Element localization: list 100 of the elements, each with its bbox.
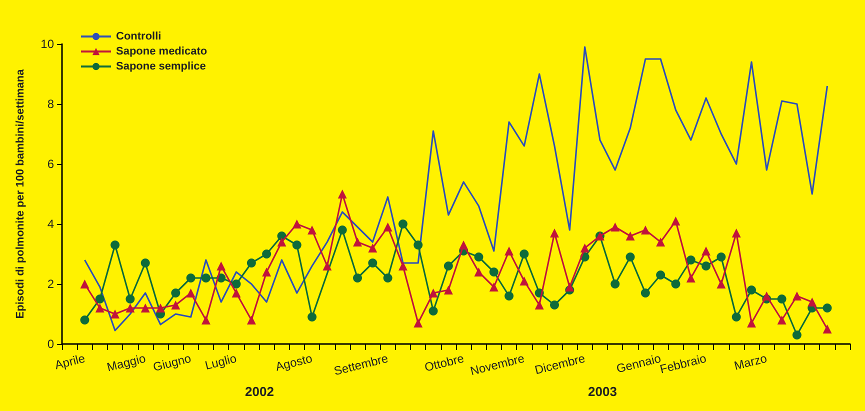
point [414, 318, 423, 328]
point [792, 330, 802, 340]
point [428, 306, 438, 316]
point [716, 280, 726, 288]
point [277, 238, 286, 246]
point [504, 292, 514, 300]
point [353, 238, 362, 246]
point [80, 316, 90, 324]
y-tick-label: 10 [40, 37, 54, 51]
point [686, 274, 696, 282]
point [702, 262, 711, 270]
point [459, 240, 468, 250]
point [80, 280, 90, 288]
point [216, 262, 226, 270]
point [126, 304, 135, 312]
point [520, 276, 529, 286]
point [671, 216, 680, 226]
point [110, 240, 120, 250]
point [808, 298, 817, 306]
point [762, 292, 772, 300]
point [262, 268, 272, 276]
point [186, 288, 196, 298]
point [504, 246, 514, 256]
point [308, 226, 317, 234]
point [292, 240, 302, 250]
point [398, 262, 408, 270]
point [610, 222, 620, 232]
point [686, 256, 696, 264]
point [822, 304, 832, 312]
point [444, 286, 453, 294]
point [580, 244, 590, 252]
point [732, 228, 741, 238]
line-series [84, 46, 828, 332]
point [565, 282, 574, 292]
point [474, 252, 484, 262]
point [489, 268, 498, 276]
text: 2003 [588, 384, 617, 399]
point [534, 300, 544, 310]
point [444, 262, 453, 270]
point [232, 280, 241, 288]
point [110, 310, 120, 318]
x-tick-label: Novembre [468, 351, 526, 378]
point [368, 258, 378, 268]
x-tick-label: Aprile [53, 351, 87, 372]
y-tick-label: 4 [47, 217, 54, 231]
x-tick-label: Luglio [204, 351, 238, 373]
point [702, 246, 711, 256]
x-tick-label: Agosto [274, 351, 314, 374]
point [201, 316, 210, 324]
point [520, 250, 529, 258]
point [156, 304, 165, 312]
y-tick-label: 6 [47, 157, 54, 171]
point [292, 220, 302, 228]
point [747, 286, 756, 294]
point [716, 252, 726, 262]
point [171, 288, 180, 298]
point [201, 274, 210, 282]
point [383, 222, 392, 232]
point [428, 288, 438, 298]
point [308, 312, 317, 322]
point [777, 294, 786, 304]
point [626, 232, 635, 240]
point [489, 282, 498, 292]
x-tick-label: Ottobre [423, 351, 466, 374]
point [626, 252, 635, 262]
point [140, 304, 150, 312]
x-tick-label: Maggio [106, 351, 148, 374]
point [640, 226, 650, 234]
point [610, 280, 620, 288]
y-tick-label: 2 [47, 277, 54, 291]
point [338, 226, 347, 234]
point [353, 274, 362, 282]
x-tick-label: Marzo [732, 351, 769, 373]
point [777, 316, 786, 324]
point [656, 238, 666, 246]
point [126, 294, 135, 304]
legend-label: Sapone semplice [116, 60, 206, 72]
y-tick-label: 0 [47, 337, 54, 351]
point [792, 292, 802, 300]
point [140, 258, 150, 268]
point [383, 274, 392, 282]
y-tick-label: 8 [47, 97, 54, 111]
point [640, 288, 650, 298]
point [732, 312, 741, 322]
point [368, 244, 378, 252]
point [338, 190, 347, 198]
x-tick-label: Giugno [152, 351, 193, 374]
point [186, 274, 196, 282]
text: 2002 [245, 384, 274, 399]
point [171, 300, 180, 310]
point [246, 316, 256, 324]
x-tick-label: Settembre [332, 351, 390, 378]
point [232, 288, 241, 298]
x-tick-label: Dicembre [533, 351, 587, 378]
point [262, 250, 272, 258]
point [747, 318, 756, 328]
point [246, 258, 256, 268]
point [322, 262, 332, 270]
point [398, 220, 408, 228]
point [95, 294, 104, 304]
